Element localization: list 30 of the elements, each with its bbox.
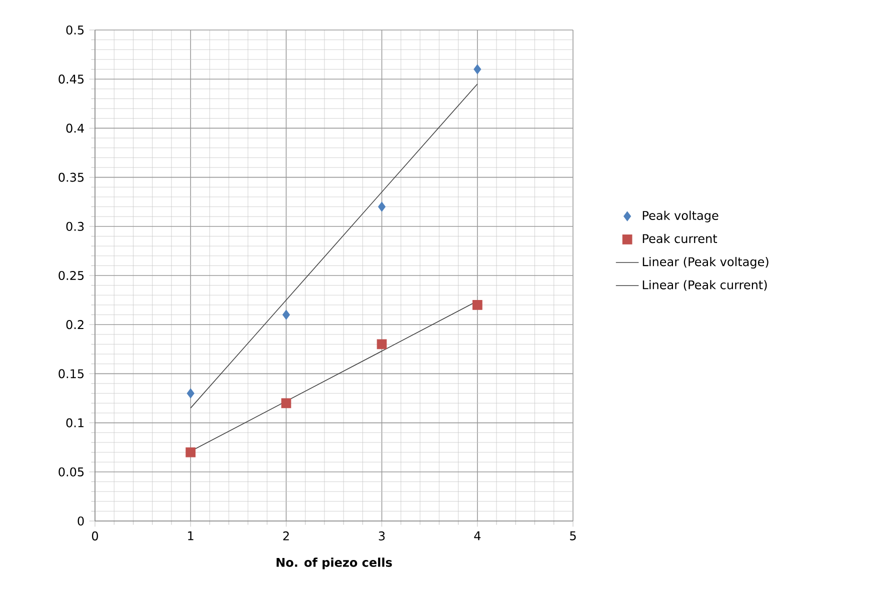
- y-tick-label: 0.15: [58, 369, 84, 378]
- y-tick-label: 0.1: [66, 418, 84, 428]
- legend-label: Peak current: [642, 234, 718, 244]
- x-tick-label: 4: [474, 531, 481, 540]
- y-tick-label: 0.35: [58, 172, 84, 182]
- legend-label: Peak voltage: [642, 210, 718, 222]
- y-tick-label: 0.05: [58, 467, 84, 476]
- legend-label: Linear (Peak voltage): [642, 256, 768, 269]
- point: [186, 447, 196, 458]
- point: [282, 310, 290, 320]
- y-tick-label: 0.3: [66, 222, 84, 231]
- point: [186, 388, 194, 398]
- point: [376, 339, 387, 350]
- x-tick-label: 0: [92, 531, 98, 540]
- x-tick-label: 5: [570, 531, 576, 540]
- y-tick-label: 0.4: [66, 124, 84, 133]
- y-tick-label: 0.45: [58, 74, 84, 84]
- x-tick-label: 3: [378, 531, 385, 540]
- x-axis-title: No. of piezo cells: [276, 558, 392, 570]
- y-tick-label: 0.5: [66, 25, 84, 35]
- point: [474, 64, 482, 74]
- y-tick-label: 0.2: [66, 320, 84, 330]
- point: [472, 300, 482, 310]
- point: [281, 398, 292, 408]
- legend-label: Linear (Peak current): [642, 280, 767, 291]
- y-tick-label: 0: [78, 516, 84, 526]
- x-tick-label: 1: [188, 531, 194, 540]
- y-tick-label: 0.25: [58, 270, 84, 280]
- x-tick-label: 2: [283, 531, 289, 540]
- point: [378, 202, 386, 212]
